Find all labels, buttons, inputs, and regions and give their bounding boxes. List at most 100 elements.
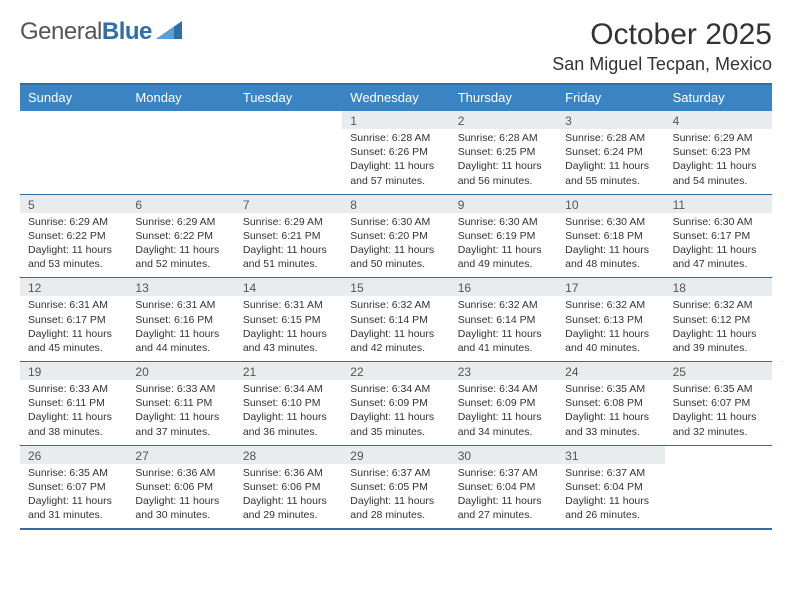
day-cell (20, 111, 127, 194)
weekday-header-row: SundayMondayTuesdayWednesdayThursdayFrid… (20, 83, 772, 111)
sunset-text: Sunset: 6:25 PM (458, 145, 549, 159)
sunset-text: Sunset: 6:13 PM (565, 313, 656, 327)
sunrise-text: Sunrise: 6:31 AM (243, 298, 334, 312)
day-body: Sunrise: 6:30 AMSunset: 6:20 PMDaylight:… (342, 213, 449, 278)
day-number: 9 (450, 195, 557, 213)
day-number (665, 446, 772, 464)
day-cell: 16Sunrise: 6:32 AMSunset: 6:14 PMDayligh… (450, 278, 557, 361)
day-body: Sunrise: 6:34 AMSunset: 6:09 PMDaylight:… (450, 380, 557, 445)
daylight-text: Daylight: 11 hours and 56 minutes. (458, 159, 549, 187)
daylight-text: Daylight: 11 hours and 27 minutes. (458, 494, 549, 522)
sunrise-text: Sunrise: 6:33 AM (135, 382, 226, 396)
sunset-text: Sunset: 6:22 PM (135, 229, 226, 243)
day-body: Sunrise: 6:35 AMSunset: 6:07 PMDaylight:… (665, 380, 772, 445)
day-number: 19 (20, 362, 127, 380)
day-number: 13 (127, 278, 234, 296)
weekday-header: Thursday (450, 85, 557, 111)
day-number: 30 (450, 446, 557, 464)
day-cell: 24Sunrise: 6:35 AMSunset: 6:08 PMDayligh… (557, 362, 664, 445)
day-number: 12 (20, 278, 127, 296)
sunrise-text: Sunrise: 6:37 AM (565, 466, 656, 480)
day-body: Sunrise: 6:35 AMSunset: 6:07 PMDaylight:… (20, 464, 127, 529)
sunrise-text: Sunrise: 6:29 AM (673, 131, 764, 145)
daylight-text: Daylight: 11 hours and 48 minutes. (565, 243, 656, 271)
day-number: 5 (20, 195, 127, 213)
day-number: 29 (342, 446, 449, 464)
daylight-text: Daylight: 11 hours and 33 minutes. (565, 410, 656, 438)
sunrise-text: Sunrise: 6:35 AM (28, 466, 119, 480)
sunset-text: Sunset: 6:07 PM (28, 480, 119, 494)
sunset-text: Sunset: 6:14 PM (458, 313, 549, 327)
daylight-text: Daylight: 11 hours and 36 minutes. (243, 410, 334, 438)
week-row: 12Sunrise: 6:31 AMSunset: 6:17 PMDayligh… (20, 278, 772, 362)
sunrise-text: Sunrise: 6:34 AM (243, 382, 334, 396)
sunrise-text: Sunrise: 6:36 AM (243, 466, 334, 480)
daylight-text: Daylight: 11 hours and 51 minutes. (243, 243, 334, 271)
sunrise-text: Sunrise: 6:36 AM (135, 466, 226, 480)
day-number: 17 (557, 278, 664, 296)
daylight-text: Daylight: 11 hours and 54 minutes. (673, 159, 764, 187)
day-cell: 23Sunrise: 6:34 AMSunset: 6:09 PMDayligh… (450, 362, 557, 445)
sunset-text: Sunset: 6:09 PM (350, 396, 441, 410)
weekday-header: Friday (557, 85, 664, 111)
day-body: Sunrise: 6:34 AMSunset: 6:09 PMDaylight:… (342, 380, 449, 445)
day-cell: 21Sunrise: 6:34 AMSunset: 6:10 PMDayligh… (235, 362, 342, 445)
sunrise-text: Sunrise: 6:31 AM (135, 298, 226, 312)
logo-text: GeneralBlue (20, 18, 152, 46)
logo-word-1: General (20, 18, 102, 45)
daylight-text: Daylight: 11 hours and 45 minutes. (28, 327, 119, 355)
sunset-text: Sunset: 6:17 PM (28, 313, 119, 327)
day-cell: 4Sunrise: 6:29 AMSunset: 6:23 PMDaylight… (665, 111, 772, 194)
day-cell (127, 111, 234, 194)
logo: GeneralBlue (20, 18, 182, 46)
day-number (20, 111, 127, 129)
sunrise-text: Sunrise: 6:32 AM (565, 298, 656, 312)
daylight-text: Daylight: 11 hours and 39 minutes. (673, 327, 764, 355)
day-body: Sunrise: 6:28 AMSunset: 6:25 PMDaylight:… (450, 129, 557, 194)
day-body: Sunrise: 6:31 AMSunset: 6:16 PMDaylight:… (127, 296, 234, 361)
sunrise-text: Sunrise: 6:29 AM (28, 215, 119, 229)
sunset-text: Sunset: 6:21 PM (243, 229, 334, 243)
sunset-text: Sunset: 6:16 PM (135, 313, 226, 327)
sunrise-text: Sunrise: 6:30 AM (673, 215, 764, 229)
day-cell: 11Sunrise: 6:30 AMSunset: 6:17 PMDayligh… (665, 195, 772, 278)
day-cell: 18Sunrise: 6:32 AMSunset: 6:12 PMDayligh… (665, 278, 772, 361)
weekday-header: Wednesday (342, 85, 449, 111)
day-cell: 30Sunrise: 6:37 AMSunset: 6:04 PMDayligh… (450, 446, 557, 529)
sunset-text: Sunset: 6:26 PM (350, 145, 441, 159)
sunrise-text: Sunrise: 6:33 AM (28, 382, 119, 396)
daylight-text: Daylight: 11 hours and 49 minutes. (458, 243, 549, 271)
day-number: 18 (665, 278, 772, 296)
day-cell: 25Sunrise: 6:35 AMSunset: 6:07 PMDayligh… (665, 362, 772, 445)
sunset-text: Sunset: 6:11 PM (135, 396, 226, 410)
day-body: Sunrise: 6:32 AMSunset: 6:14 PMDaylight:… (342, 296, 449, 361)
sunrise-text: Sunrise: 6:35 AM (673, 382, 764, 396)
day-number: 10 (557, 195, 664, 213)
sunset-text: Sunset: 6:11 PM (28, 396, 119, 410)
day-number: 11 (665, 195, 772, 213)
day-body: Sunrise: 6:33 AMSunset: 6:11 PMDaylight:… (20, 380, 127, 445)
day-body: Sunrise: 6:28 AMSunset: 6:24 PMDaylight:… (557, 129, 664, 194)
sunrise-text: Sunrise: 6:28 AM (565, 131, 656, 145)
day-number: 7 (235, 195, 342, 213)
sunrise-text: Sunrise: 6:30 AM (565, 215, 656, 229)
day-number: 28 (235, 446, 342, 464)
day-number: 31 (557, 446, 664, 464)
day-body: Sunrise: 6:29 AMSunset: 6:22 PMDaylight:… (20, 213, 127, 278)
sunset-text: Sunset: 6:14 PM (350, 313, 441, 327)
daylight-text: Daylight: 11 hours and 55 minutes. (565, 159, 656, 187)
title-block: October 2025 San Miguel Tecpan, Mexico (552, 18, 772, 75)
daylight-text: Daylight: 11 hours and 47 minutes. (673, 243, 764, 271)
day-number: 27 (127, 446, 234, 464)
day-number (127, 111, 234, 129)
sunrise-text: Sunrise: 6:28 AM (350, 131, 441, 145)
day-body: Sunrise: 6:30 AMSunset: 6:19 PMDaylight:… (450, 213, 557, 278)
day-cell: 19Sunrise: 6:33 AMSunset: 6:11 PMDayligh… (20, 362, 127, 445)
daylight-text: Daylight: 11 hours and 29 minutes. (243, 494, 334, 522)
daylight-text: Daylight: 11 hours and 40 minutes. (565, 327, 656, 355)
sunrise-text: Sunrise: 6:29 AM (243, 215, 334, 229)
daylight-text: Daylight: 11 hours and 43 minutes. (243, 327, 334, 355)
sunrise-text: Sunrise: 6:30 AM (458, 215, 549, 229)
sunset-text: Sunset: 6:15 PM (243, 313, 334, 327)
day-number: 3 (557, 111, 664, 129)
